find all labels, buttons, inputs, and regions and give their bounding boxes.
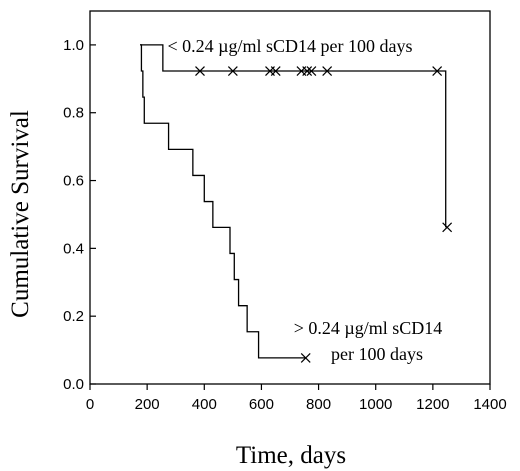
censor-stroke <box>432 66 443 76</box>
y-tick-label: 0.4 <box>63 240 84 257</box>
censor-stroke <box>227 66 238 76</box>
x-tick-label: 1200 <box>416 396 449 413</box>
censor-mark <box>432 66 443 76</box>
y-tick-label: 0.0 <box>63 376 84 393</box>
censor-stroke <box>195 66 205 76</box>
annotation-low-scd14: < 0.24 µg/ml sCD14 per 100 days <box>167 36 412 56</box>
annotation-high-scd14-line1: > 0.24 µg/ml sCD14 <box>294 318 443 338</box>
x-axis-title: Time, days <box>236 442 346 469</box>
annotation-high-scd14-line2: per 100 days <box>331 344 423 364</box>
censor-mark <box>195 66 205 76</box>
x-tick-label: 600 <box>249 396 274 413</box>
x-tick-label: 1400 <box>473 396 506 413</box>
x-tick-label: 0 <box>86 396 94 413</box>
x-tick-label: 400 <box>192 396 217 413</box>
censor-mark <box>302 66 313 76</box>
censor-mark <box>306 66 317 76</box>
censor-mark <box>442 222 453 233</box>
y-tick-label: 1.0 <box>63 37 84 54</box>
censor-mark <box>300 352 311 363</box>
y-axis-title: Cumulative Survival <box>7 110 34 318</box>
y-tick-label: 0.8 <box>63 105 84 122</box>
censor-stroke <box>322 66 333 76</box>
x-tick-label: 1000 <box>359 396 392 413</box>
x-tick-label: 800 <box>306 396 331 413</box>
y-tick-label: 0.6 <box>63 173 84 190</box>
censor-stroke <box>270 66 281 76</box>
censor-stroke <box>300 352 311 363</box>
censor-mark <box>270 66 281 76</box>
censor-stroke <box>442 222 453 233</box>
x-tick-label: 200 <box>135 396 160 413</box>
y-tick-label: 0.2 <box>63 308 84 325</box>
censor-mark <box>322 66 333 76</box>
survival-curve-1 <box>140 44 447 228</box>
censor-stroke <box>302 66 313 76</box>
survival-curve-2 <box>140 44 306 359</box>
censor-mark <box>227 66 238 76</box>
censor-stroke <box>306 66 317 76</box>
plot-frame <box>89 10 491 385</box>
